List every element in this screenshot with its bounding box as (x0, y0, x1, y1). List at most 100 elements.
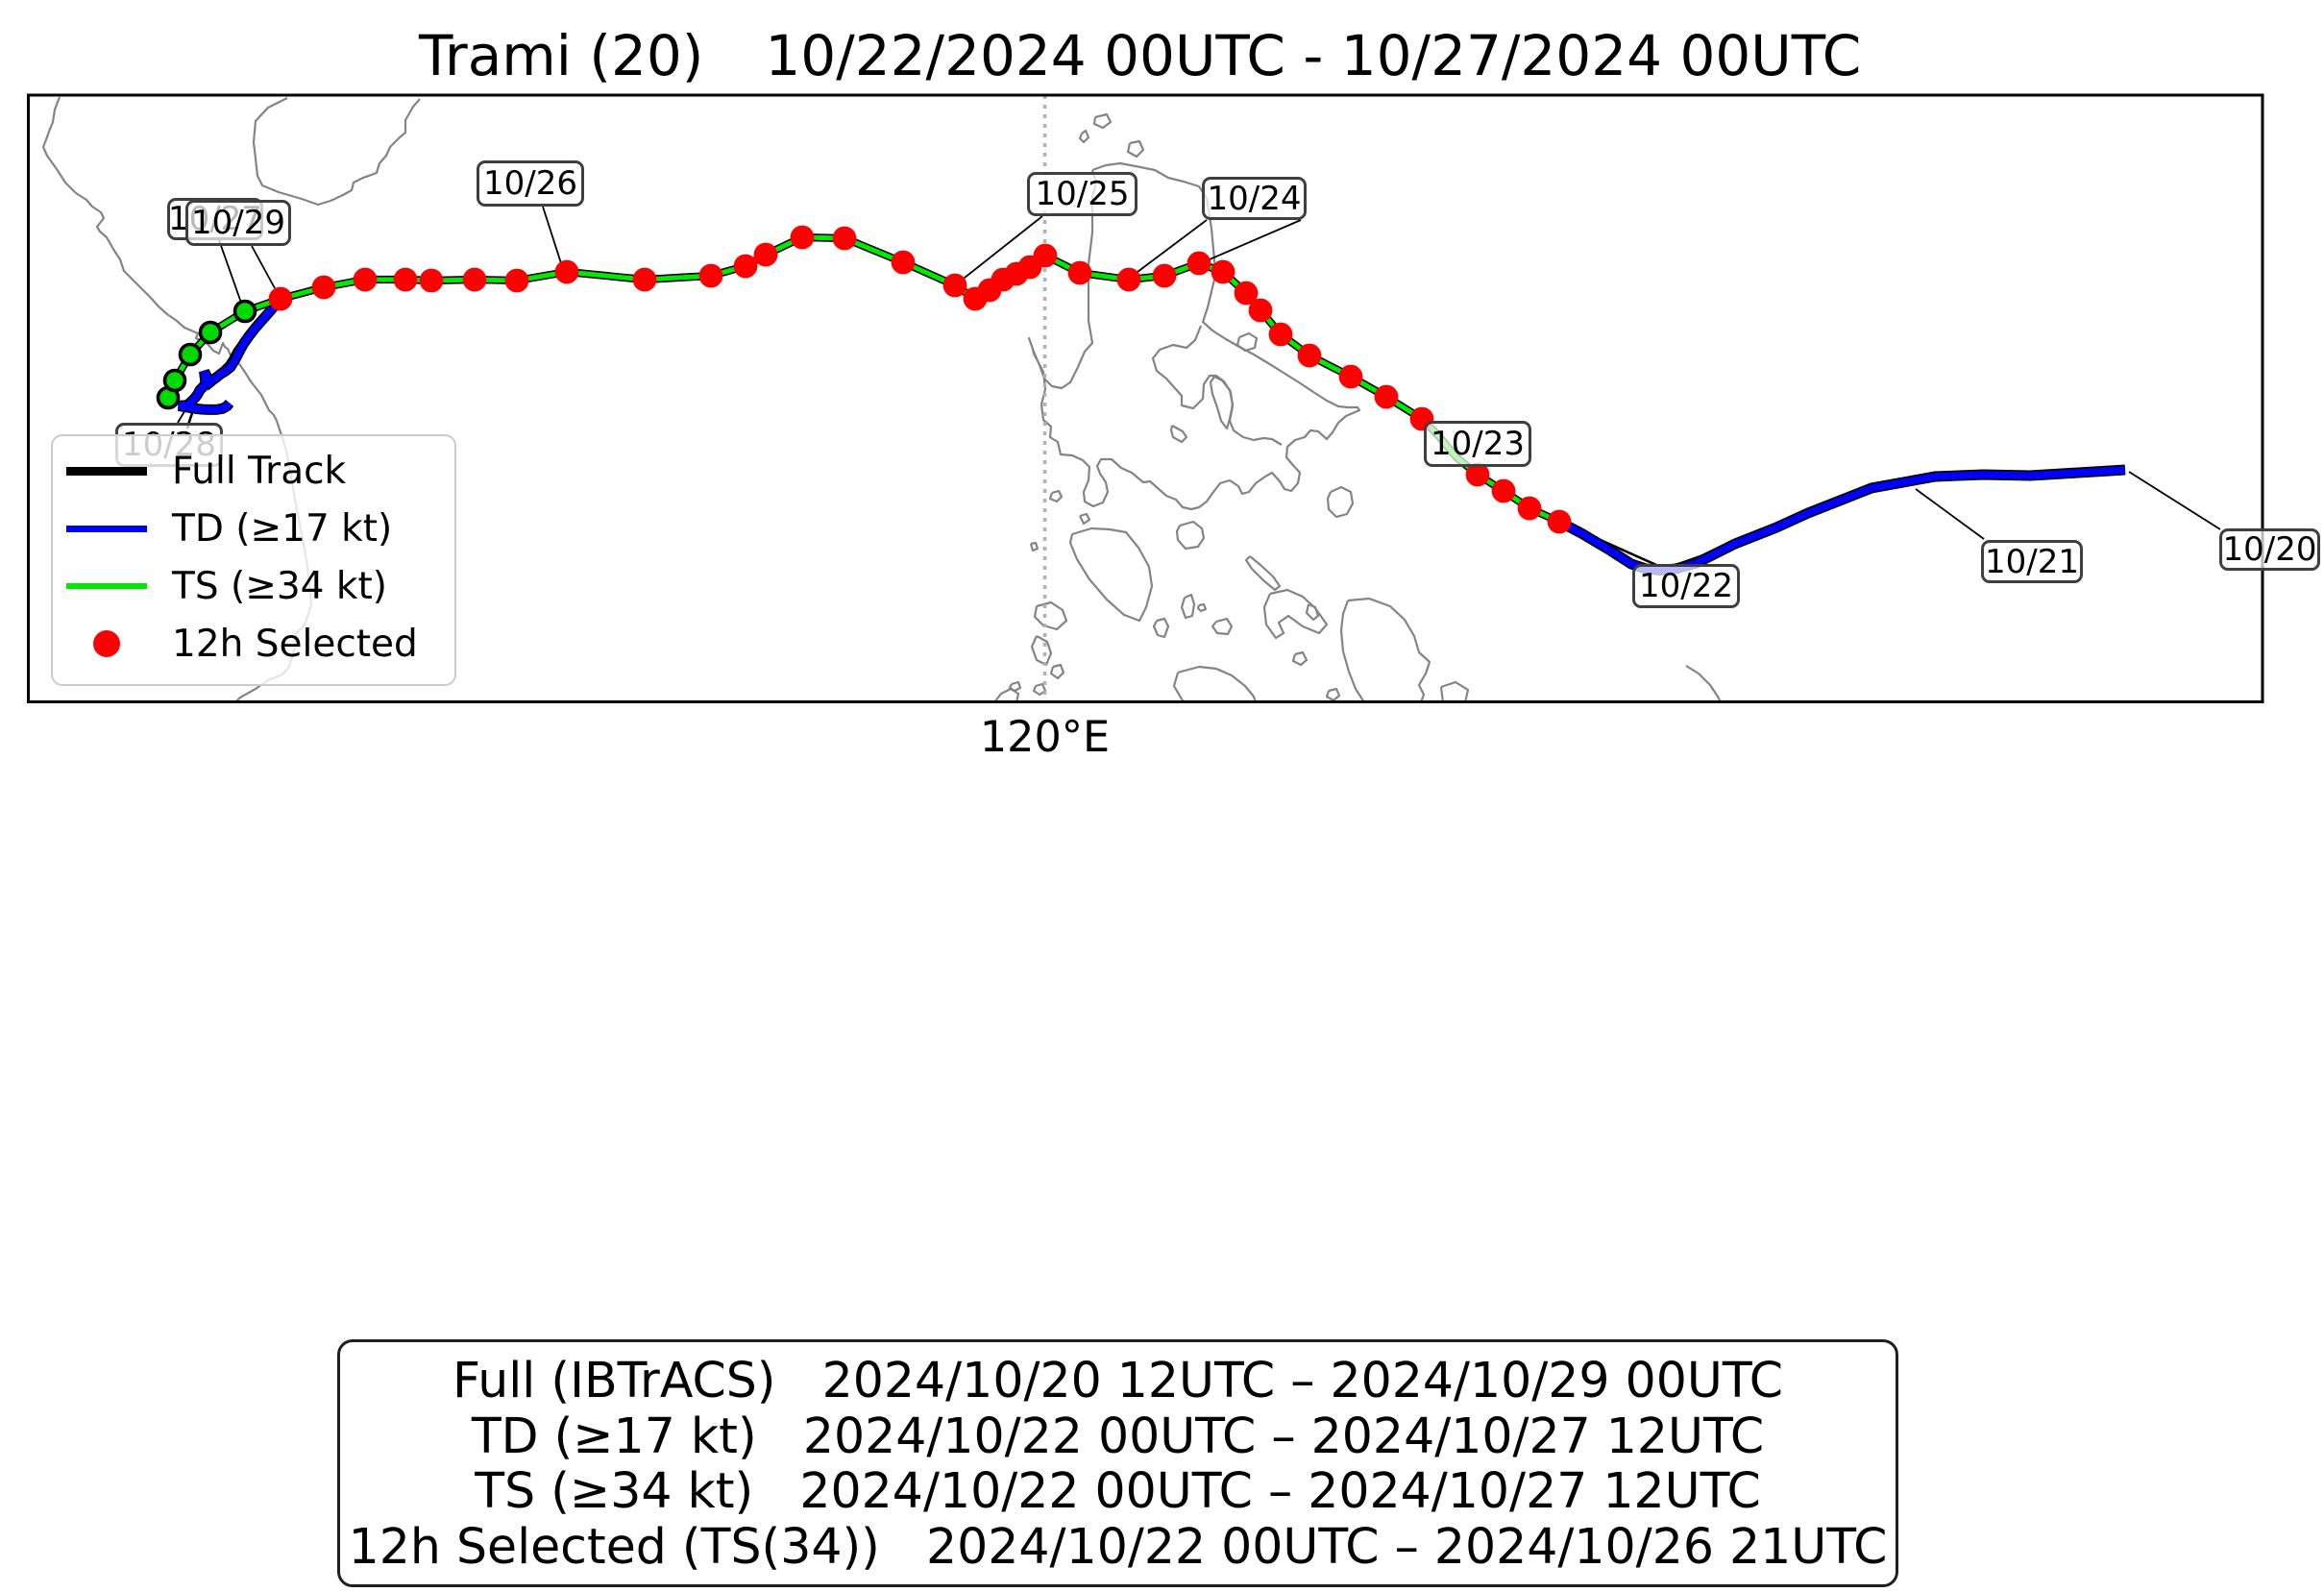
summary-line: TD (≥17 kt) 2024/10/22 00UTC – 2024/10/2… (471, 1407, 1765, 1464)
td-track-east (1557, 466, 2126, 575)
leader-line-10-29 (251, 245, 276, 289)
selected-dot (462, 267, 487, 292)
coastline (1030, 635, 1053, 667)
coastline (1126, 139, 1145, 159)
title-date-range: 10/22/2024 00UTC - 10/27/2024 00UTC (765, 23, 1862, 88)
legend-label: TS (≥34 kt) (172, 564, 387, 608)
selected-dot (1465, 462, 1490, 487)
summary-box: Full (IBTrACS) 2024/10/20 12UTC – 2024/1… (337, 1339, 1898, 1587)
x-tick-label: 120°E (979, 713, 1111, 762)
summary-line: 12h Selected (TS(34)) 2024/10/22 00UTC –… (348, 1517, 1888, 1575)
selected-dot (1517, 496, 1542, 521)
ts-marker (162, 368, 187, 393)
selected-dot (554, 259, 579, 284)
legend-dot-swatch (93, 630, 120, 657)
coastline (1291, 650, 1309, 667)
date-label-10-22: 10/22 (1632, 564, 1740, 608)
date-label-10-29: 10/29 (185, 200, 291, 246)
selected-dot (353, 267, 378, 292)
coastline (1048, 489, 1064, 503)
legend-line-swatch (66, 525, 147, 532)
coastline (1169, 425, 1188, 444)
selected-dot (1211, 259, 1235, 284)
selected-dot (268, 286, 293, 311)
legend-item: 12h Selected (66, 615, 445, 673)
figure-title: Trami (20) 10/22/2024 00UTC - 10/27/2024 … (419, 6, 1861, 106)
coastline (1211, 617, 1234, 636)
date-label-10-26: 10/26 (477, 160, 584, 207)
coastline (1029, 541, 1040, 552)
legend-line-swatch (66, 466, 147, 476)
leader-line-10-24 (1209, 219, 1302, 260)
coastline (1152, 617, 1170, 639)
coastline (1244, 555, 1282, 592)
selected-dot (1491, 478, 1516, 503)
coastline (1262, 588, 1329, 640)
selected-dot (1248, 298, 1273, 323)
selected-dot (393, 267, 418, 292)
selected-dot (942, 273, 967, 298)
selected-dot (1268, 322, 1293, 347)
selected-dot (1033, 243, 1058, 268)
leader-line-10-26 (542, 206, 562, 264)
legend-label: Full Track (172, 449, 347, 493)
selected-dot (733, 254, 758, 279)
td-track-west (178, 296, 283, 414)
coastline (1685, 665, 1722, 702)
coastline (1033, 600, 1068, 631)
leader-line-10-25 (959, 215, 1043, 282)
coastline (1180, 593, 1196, 620)
selected-dot (504, 268, 529, 293)
ts-marker (232, 299, 257, 324)
ts-marker (178, 342, 203, 367)
coastline (1196, 602, 1208, 613)
coastline (1049, 663, 1065, 680)
coastline (1032, 682, 1047, 697)
selected-dot (790, 225, 815, 250)
title-storm-name: Trami (20) (419, 23, 704, 88)
date-label-10-24: 10/24 (1202, 177, 1307, 220)
selected-dot (891, 250, 916, 275)
selected-dot (1116, 267, 1141, 292)
coastline (1079, 512, 1091, 526)
coastline (1092, 112, 1113, 130)
legend-label: 12h Selected (172, 622, 418, 666)
coastline (1209, 376, 1235, 430)
summary-line: Full (IBTrACS) 2024/10/20 12UTC – 2024/1… (452, 1352, 1783, 1408)
coastline (1172, 665, 1257, 702)
selected-dot (1067, 260, 1092, 285)
legend-swatch (66, 525, 147, 532)
leader-line-10-27 (218, 239, 242, 304)
selected-dot (1547, 509, 1572, 534)
coastline (1175, 520, 1206, 551)
date-label-10-20: 10/20 (2219, 528, 2320, 571)
legend-label: TD (≥17 kt) (172, 506, 393, 551)
coastline (1027, 161, 1361, 511)
leader-line-10-21 (1915, 488, 1985, 540)
selected-dot (698, 263, 723, 288)
selected-dot (1186, 251, 1211, 276)
coastline (1008, 680, 1022, 693)
legend-swatch (66, 630, 147, 657)
date-label-10-21: 10/21 (1981, 540, 2083, 583)
coastline (1068, 527, 1154, 623)
ts-marker (198, 320, 223, 345)
leader-line-10-24 (1137, 219, 1208, 273)
selected-dot (311, 275, 336, 300)
date-label-10-25: 10/25 (1027, 172, 1138, 216)
legend-item: Full Track (66, 442, 445, 500)
selected-dot (419, 268, 444, 293)
coastline (1235, 331, 1259, 353)
legend-swatch (66, 583, 147, 589)
legend-item: TD (≥17 kt) (66, 500, 445, 557)
selected-dot (1374, 384, 1399, 409)
legend: Full Track TD (≥17 kt) TS (≥34 kt) 12h Sele… (51, 434, 456, 686)
leader-line-10-20 (2128, 471, 2221, 530)
coastline (1078, 129, 1090, 144)
summary-line: TS (≥34 kt) 2024/10/22 00UTC – 2024/10/2… (475, 1462, 1761, 1519)
date-label-10-23: 10/23 (1424, 421, 1531, 467)
coastline (1326, 485, 1355, 519)
selected-dot (832, 226, 857, 251)
